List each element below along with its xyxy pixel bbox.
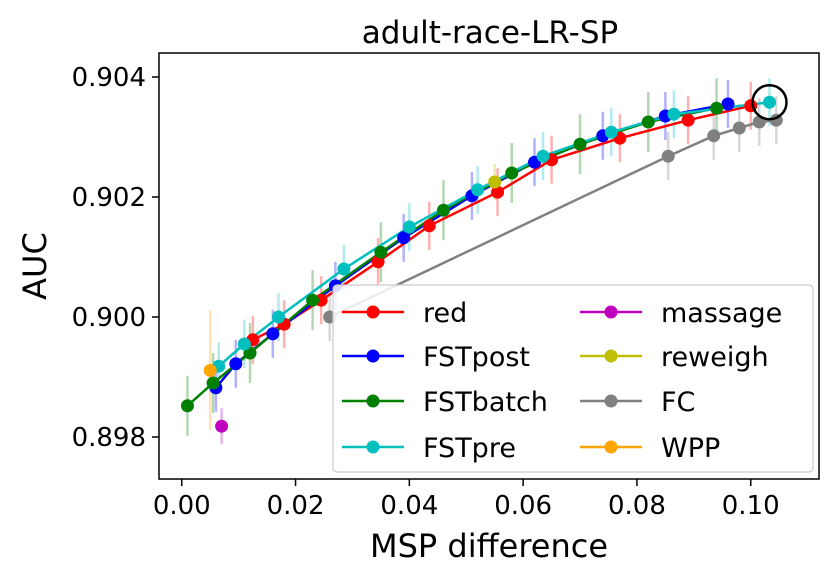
chart-title: adult-race-LR-SP xyxy=(362,15,618,51)
legend-marker xyxy=(604,305,618,319)
legend-item-fstpost: FSTpost xyxy=(342,342,530,373)
legend-marker xyxy=(604,349,618,363)
fstpost-point xyxy=(229,357,243,371)
fstpre-point xyxy=(237,337,251,351)
legend: red FSTpost FSTbatch FSTpre massage reweigh FC… xyxy=(332,284,814,473)
fstpre-point xyxy=(536,149,550,163)
legend-item-reweigh: reweigh xyxy=(580,342,769,373)
legend-label: FSTpre xyxy=(423,433,516,464)
legend-marker xyxy=(366,394,380,408)
fstbatch-point xyxy=(206,376,220,390)
legend-marker xyxy=(366,349,380,363)
fstpost-point xyxy=(266,327,280,341)
fstbatch-point xyxy=(306,293,320,307)
fc-point xyxy=(707,129,721,143)
y-axis: 0.898 0.900 0.902 0.904 xyxy=(72,63,159,453)
axes-frame xyxy=(158,52,820,480)
legend-label: WPP xyxy=(661,433,720,464)
legend-item-massage: massage xyxy=(580,298,782,329)
y-tick-label: 0.900 xyxy=(72,303,146,333)
x-tick-label: 0.08 xyxy=(608,491,666,521)
legend-label: FC xyxy=(661,387,695,418)
red-point xyxy=(491,185,505,199)
highlight-circle xyxy=(751,83,788,121)
y-tick-label: 0.904 xyxy=(72,63,146,93)
fstbatch-point xyxy=(641,115,655,129)
fc-point xyxy=(661,149,675,163)
legend-item-wpp: WPP xyxy=(580,433,720,464)
x-axis-label: MSP difference xyxy=(370,527,608,565)
fstpre-point xyxy=(402,220,416,234)
y-tick-label: 0.902 xyxy=(72,183,146,213)
legend-label: reweigh xyxy=(661,342,769,373)
red-point xyxy=(422,219,436,233)
fstpost-point xyxy=(721,97,735,111)
y-axis-label: AUC xyxy=(16,232,54,300)
fstpre-point xyxy=(763,95,776,109)
legend-marker xyxy=(604,394,618,408)
fstpre-point xyxy=(471,183,485,197)
fstpost-point xyxy=(397,231,411,245)
legend-marker xyxy=(604,440,618,454)
x-tick-label: 0.04 xyxy=(380,491,438,521)
x-axis: 0.00 0.02 0.04 0.06 0.08 0.10 xyxy=(153,479,780,521)
fstbatch-point xyxy=(180,399,194,413)
fstbatch-point xyxy=(436,203,450,217)
legend-item-fstpre: FSTpre xyxy=(342,433,516,464)
legend-label: FSTpost xyxy=(423,342,530,373)
legend-marker xyxy=(366,305,380,319)
plot-area xyxy=(180,78,788,445)
fstbatch-point xyxy=(573,137,587,151)
fstbatch-point xyxy=(374,245,388,259)
fc-point xyxy=(732,121,746,135)
legend-label: red xyxy=(423,298,467,329)
fstpre-point xyxy=(604,125,618,139)
massage-point xyxy=(215,419,229,433)
legend-box xyxy=(332,284,814,473)
legend-item-fc: FC xyxy=(580,387,695,418)
legend-label: FSTbatch xyxy=(423,387,548,418)
data-points xyxy=(180,95,783,433)
wpp-point xyxy=(203,363,217,377)
legend-marker xyxy=(366,440,380,454)
red-point xyxy=(681,113,695,127)
fstpre-point xyxy=(337,262,351,276)
y-tick-label: 0.898 xyxy=(72,423,146,453)
x-tick-label: 0.06 xyxy=(494,491,552,521)
x-tick-label: 0.10 xyxy=(722,491,780,521)
x-tick-label: 0.00 xyxy=(153,491,211,521)
fstpre-point xyxy=(271,310,285,324)
x-tick-label: 0.02 xyxy=(267,491,325,521)
legend-label: massage xyxy=(661,298,782,329)
fstbatch-point xyxy=(710,101,724,115)
reweigh-point xyxy=(488,175,502,189)
legend-item-red: red xyxy=(342,298,467,329)
fstpre-point xyxy=(667,107,681,121)
legend-item-fstbatch: FSTbatch xyxy=(342,387,548,418)
fstbatch-point xyxy=(505,166,519,180)
